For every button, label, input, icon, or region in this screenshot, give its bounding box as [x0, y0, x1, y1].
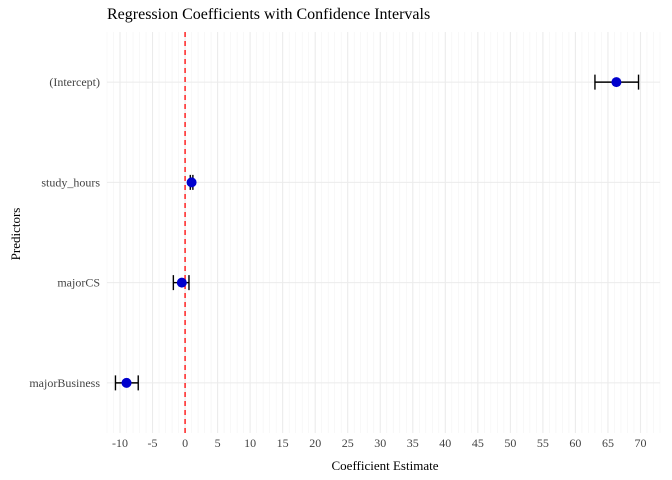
y-tick-label: study_hours [41, 175, 100, 189]
x-tick-label: 65 [602, 436, 614, 450]
marks [114, 74, 640, 391]
x-tick-label: 40 [439, 436, 451, 450]
x-tick-label: 25 [342, 436, 354, 450]
y-tick-label: majorBusiness [29, 376, 100, 390]
x-tick-label: 0 [182, 436, 188, 450]
y-tick-label: majorCS [57, 276, 100, 290]
x-tick-label: 50 [504, 436, 516, 450]
x-tick-label: 5 [215, 436, 221, 450]
x-tick-label: 10 [244, 436, 256, 450]
x-tick-label: -5 [148, 436, 158, 450]
x-tick-label: 70 [634, 436, 646, 450]
x-axis-ticks: -10 -5 0 5 10 15 20 25 30 35 40 45 50 55 60 65 70 [112, 436, 646, 450]
estimate-point [121, 377, 132, 388]
grid [106, 32, 661, 433]
y-axis-ticks: (Intercept) study_hours majorCS majorBusine… [29, 75, 100, 390]
x-tick-label: 15 [277, 436, 289, 450]
chart-title: Regression Coefficients with Confidence … [107, 6, 430, 23]
x-tick-label: 35 [407, 436, 419, 450]
x-tick-label: 30 [374, 436, 386, 450]
y-tick-label: (Intercept) [49, 75, 100, 89]
estimate-point [176, 277, 187, 288]
x-tick-label: 20 [309, 436, 321, 450]
x-axis-title: Coefficient Estimate [332, 458, 439, 473]
x-tick-label: -10 [112, 436, 128, 450]
estimate-point [186, 177, 197, 188]
estimate-point [611, 77, 622, 88]
x-tick-label: 55 [537, 436, 549, 450]
x-tick-label: 60 [569, 436, 581, 450]
y-axis-title: Predictors [8, 208, 23, 261]
x-tick-label: 45 [472, 436, 484, 450]
